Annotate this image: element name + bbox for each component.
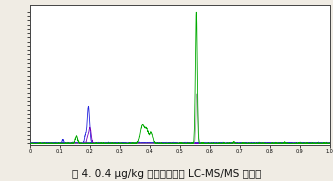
Text: 图 4. 0.4 μg/kg 鸡肉基质加标 LC-MS/MS 色谱图: 图 4. 0.4 μg/kg 鸡肉基质加标 LC-MS/MS 色谱图 <box>72 169 261 179</box>
